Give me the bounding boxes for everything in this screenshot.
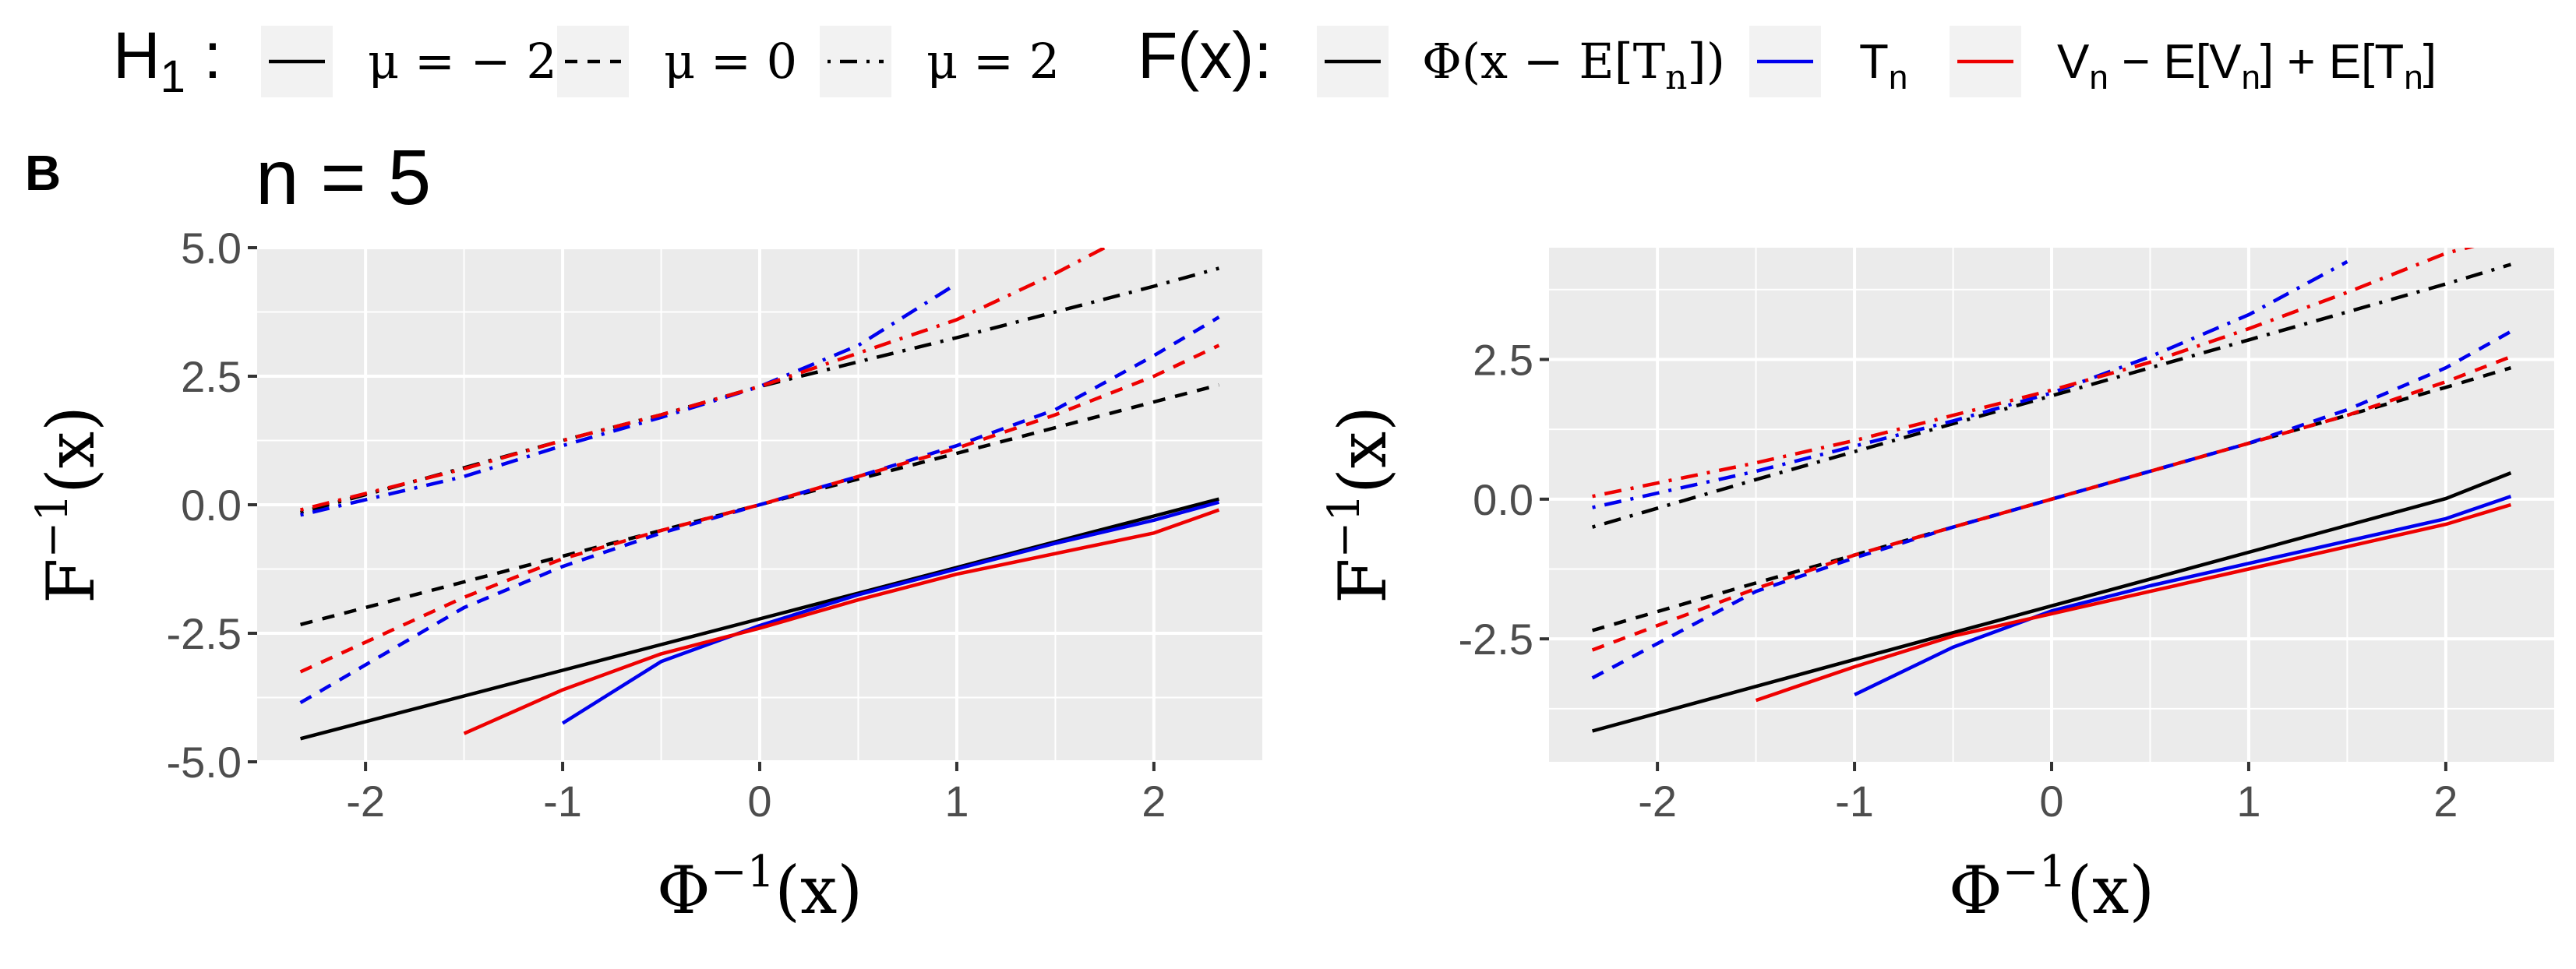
legend-label: μ = − 2 [368, 33, 557, 90]
legend-f-item-phi: Φ(x − E[Tn]) [1317, 26, 1725, 97]
y-axis-title: F−1(x) [27, 406, 109, 604]
series-line-mu-2-red [463, 508, 1220, 735]
legend-label: μ = 0 [664, 33, 797, 90]
legend-h1-item-mu-neg2: μ = − 2 [261, 26, 557, 97]
chart-panel-left: -2 -1 0 1 2 -5.0 -2.5 0.0 2.5 5.0 Φ−1(x) F−1(x) [27, 224, 1262, 928]
series-line-mu-2-black [300, 497, 1219, 741]
legend-h1-item-mu-2: μ = 2 [820, 26, 1060, 97]
x-tick-label: 0 [747, 777, 771, 826]
series-line-mu2-blue [300, 282, 958, 517]
data-lines [1591, 248, 2512, 733]
gridlines [257, 246, 1262, 763]
y-tick-label: 2.5 [181, 352, 242, 401]
series-line-mu2-blue [1592, 259, 2348, 509]
y-tick-label: -2.5 [1459, 615, 1534, 664]
data-lines [299, 248, 1220, 741]
y-tick-label: 0.0 [1473, 475, 1533, 524]
y-axis-title: F−1(x) [1319, 406, 1401, 604]
series-line-mu-2-blue [1854, 495, 2512, 696]
series-line-mu-2-black [1592, 471, 2512, 733]
y-tick-label: 5.0 [181, 224, 242, 273]
legend-label: Vn − E[Vn] + E[Tn] [2057, 35, 2437, 97]
gridlines [1549, 248, 2554, 762]
x-tick-label: 1 [2236, 777, 2260, 826]
series-line-mu-2-red [1755, 502, 2512, 703]
x-tick-label: 1 [944, 777, 969, 826]
series-line-mu0-blue [1591, 329, 2512, 680]
chart-panel-right: -2 -1 0 1 2 -2.5 0.0 2.5 Φ−1(x) F−1(x) [1319, 248, 2554, 928]
y-tick-label: -2.5 [167, 609, 242, 658]
y-tick-label: -5.0 [167, 738, 242, 787]
x-tick-label: 2 [2433, 777, 2458, 826]
y-tick-label: 2.5 [1473, 335, 1533, 384]
legend: H1 : μ = − 2 μ = 0 μ = 2 F(x): Φ(x − E[T… [113, 19, 2437, 102]
x-tick-label: 0 [2039, 777, 2063, 826]
axis-ticks: -2 -1 0 1 2 -5.0 -2.5 0.0 2.5 5.0 [167, 224, 1166, 826]
y-tick-label: 0.0 [181, 481, 242, 530]
legend-f-item-vn: Vn − E[Vn] + E[Tn] [1950, 26, 2437, 97]
x-tick-label: -2 [1638, 777, 1677, 826]
series-line-mu0-red [1591, 354, 2512, 652]
x-tick-label: -1 [1835, 777, 1874, 826]
legend-label: Tn [1859, 35, 1907, 97]
series-line-mu0-red [299, 344, 1220, 674]
x-axis-title: Φ−1(x) [1949, 847, 2154, 928]
legend-label: μ = 2 [926, 33, 1060, 90]
legend-label: Φ(x − E[Tn]) [1422, 33, 1725, 97]
legend-f-item-tn: Tn [1749, 26, 1907, 97]
legend-h1-item-mu-0: μ = 0 [557, 26, 797, 97]
series-line-mu2-red [1592, 248, 2475, 499]
series-line-mu2-red [300, 248, 1109, 512]
series-line-mu-2-blue [561, 500, 1219, 725]
panel-tag: B [25, 145, 61, 201]
panel-title: n = 5 [256, 134, 431, 221]
x-tick-label: -2 [346, 777, 385, 826]
legend-h1-title: H1 : [113, 19, 222, 102]
x-axis-title: Φ−1(x) [657, 847, 863, 928]
x-tick-label: 2 [1142, 777, 1166, 826]
series-line-mu2-black [1591, 263, 2512, 529]
axis-ticks: -2 -1 0 1 2 -2.5 0.0 2.5 [1459, 335, 2458, 826]
x-tick-label: -1 [543, 777, 582, 826]
series-line-mu0-blue [299, 315, 1220, 705]
legend-f-title: F(x): [1138, 19, 1272, 92]
